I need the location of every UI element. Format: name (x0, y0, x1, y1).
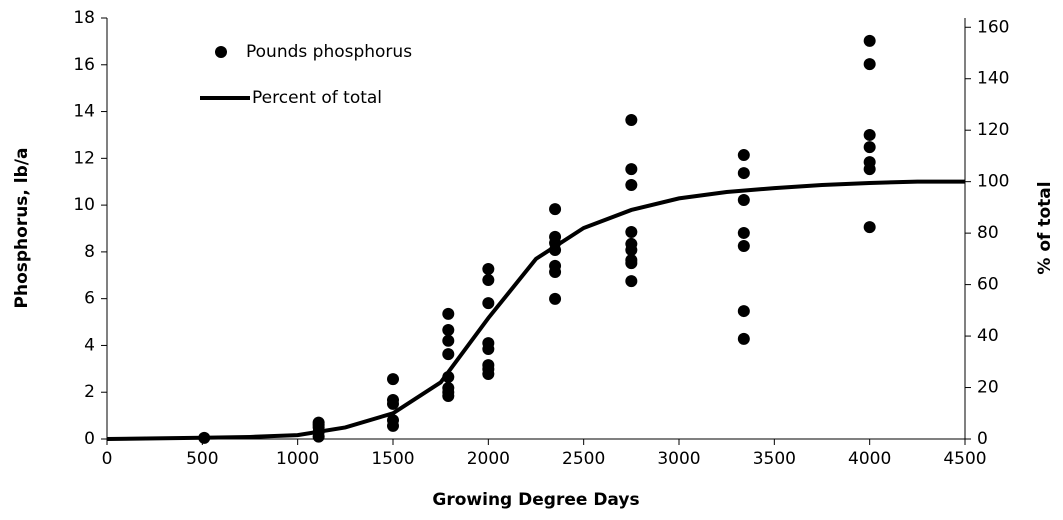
point (442, 389, 455, 402)
y2-tick-label: 160 (977, 17, 1009, 37)
point (482, 342, 495, 355)
y-tick-label: 18 (73, 8, 95, 28)
point (625, 244, 638, 257)
point (737, 332, 750, 345)
point (625, 178, 638, 191)
y-tick-label: 4 (84, 335, 95, 355)
point (549, 292, 562, 305)
point (625, 226, 638, 239)
x-tick-label: 1000 (276, 449, 319, 469)
y-tick-label: 2 (84, 382, 95, 402)
x-tick-label: 3500 (753, 449, 796, 469)
point (863, 128, 876, 141)
point (442, 348, 455, 361)
x-tick-label: 3000 (657, 449, 700, 469)
point (482, 367, 495, 380)
point (387, 397, 399, 410)
point (482, 262, 495, 275)
point (625, 113, 638, 126)
x-tick-label: 4000 (848, 449, 891, 469)
point (863, 34, 876, 47)
x-tick-label: 0 (102, 449, 113, 469)
y-tick-label: 16 (73, 55, 95, 75)
y2-axis-label: % of total (1035, 181, 1055, 274)
legend-dot (215, 46, 227, 58)
point (737, 240, 750, 253)
legend-label: Percent of total (252, 88, 382, 108)
point (387, 419, 399, 432)
y2-tick-label: 0 (977, 429, 988, 449)
point (442, 324, 455, 337)
legend-label: Pounds phosphorus (246, 42, 412, 62)
x-tick-label: 2500 (562, 449, 605, 469)
y-tick-label: 10 (73, 195, 95, 215)
point (312, 418, 325, 431)
point (625, 257, 638, 270)
point (482, 297, 495, 310)
point (387, 373, 399, 386)
point (737, 193, 750, 206)
percent-line (106, 179, 965, 441)
x-axis-label: Growing Degree Days (432, 490, 639, 510)
point (442, 307, 455, 320)
point (737, 149, 750, 162)
y2-tick-label: 120 (977, 120, 1009, 140)
point (863, 58, 876, 71)
y-tick-label: 0 (84, 429, 95, 449)
point (549, 266, 562, 279)
y2-tick-label: 80 (977, 223, 999, 243)
x-tick-label: 4500 (943, 449, 986, 469)
y-tick-label: 12 (73, 148, 95, 168)
point (625, 275, 638, 288)
point (737, 305, 750, 318)
y-tick-label: 8 (84, 242, 95, 262)
point (482, 359, 495, 372)
x-tick-label: 500 (186, 449, 218, 469)
point (442, 334, 455, 347)
point (737, 167, 750, 180)
point (863, 141, 876, 154)
point (863, 163, 876, 176)
y2-tick-label: 100 (977, 172, 1009, 192)
y-tick-label: 6 (84, 289, 95, 309)
point (737, 226, 750, 239)
y-tick-label: 14 (73, 102, 95, 122)
point (549, 203, 562, 216)
x-tick-label: 2000 (467, 449, 510, 469)
y-axis-label: Phosphorus, lb/a (12, 148, 32, 309)
y2-tick-label: 60 (977, 275, 999, 295)
point (863, 221, 876, 234)
point (625, 163, 638, 176)
y2-tick-label: 140 (977, 69, 1009, 89)
y2-tick-label: 40 (977, 326, 999, 346)
point (482, 273, 495, 286)
x-tick-label: 1500 (371, 449, 414, 469)
y2-tick-label: 20 (977, 378, 999, 398)
